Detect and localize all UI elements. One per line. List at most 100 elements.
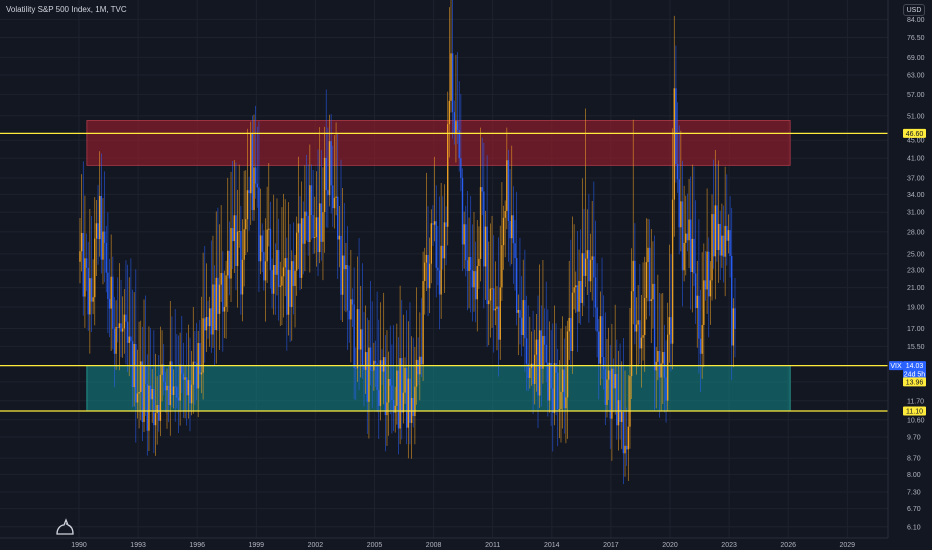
candle-body [281, 276, 283, 286]
candle-body [135, 343, 137, 403]
candle-body [622, 411, 625, 454]
price-tag-bg [889, 361, 903, 371]
candle-body [279, 285, 281, 287]
candle-body [714, 205, 717, 257]
candle-body [507, 160, 510, 221]
candle-body [596, 307, 598, 332]
candle-body [647, 247, 649, 263]
candle-body [699, 338, 702, 354]
candle-body [202, 318, 204, 373]
candle-body [427, 254, 429, 289]
candle-body [194, 361, 196, 364]
candle-body [676, 163, 679, 180]
candle-body [683, 242, 685, 271]
candle-body [87, 267, 89, 315]
candle-body [494, 308, 497, 311]
candle-body [131, 341, 134, 388]
price-tag-bg [903, 128, 926, 138]
candle-body [415, 359, 418, 387]
candle-body [588, 250, 590, 282]
candle-body [276, 250, 278, 275]
candle-body [719, 223, 721, 256]
candle-body [199, 343, 201, 375]
candle-body [392, 399, 395, 413]
time-axis[interactable]: 1990 1993 1996 1999 2002 2005 2008 2011 2014 2017… [71, 542, 855, 549]
candle-body [294, 270, 296, 286]
candle-body [696, 295, 698, 309]
candle-body [607, 370, 610, 380]
candle-body [548, 362, 551, 401]
candle-body [422, 281, 424, 365]
candle-body [94, 238, 96, 298]
y-tick-label: 17.00 [907, 326, 925, 333]
candle-body [584, 258, 587, 276]
candle-body [401, 358, 403, 413]
candle-body [630, 291, 633, 377]
candle-body [704, 280, 707, 290]
candle-body [113, 328, 116, 354]
candle-body [230, 228, 232, 279]
candle-body [473, 271, 475, 288]
candle-body [195, 363, 198, 389]
candle-body [338, 235, 341, 240]
y-tick-label: 11.70 [907, 398, 924, 405]
y-tick-label: 6.70 [907, 506, 921, 513]
candle-body [496, 306, 498, 309]
x-tick-label: 1999 [249, 542, 265, 549]
candle-body [557, 372, 559, 410]
horizontal-levels[interactable] [0, 132, 888, 412]
candle-body [318, 203, 321, 253]
candle-body [246, 190, 249, 220]
price-tag-label: 24d 5h [904, 371, 926, 378]
candle-body [261, 235, 263, 252]
y-tick-label: 45.00 [907, 138, 925, 145]
candle-body [558, 409, 561, 410]
candle-body [286, 258, 288, 315]
candle-body [691, 238, 694, 272]
candle-body [192, 361, 194, 385]
y-tick-label: 9.70 [907, 435, 921, 442]
candle-body [550, 362, 552, 389]
x-tick-label: 1990 [71, 542, 87, 549]
candle-body [397, 370, 400, 429]
candle-body [269, 228, 272, 271]
candle-body [146, 383, 148, 431]
candle-body [675, 88, 677, 164]
price-tag-label: 46.60 [906, 131, 924, 138]
candle-body [460, 158, 462, 178]
candle-body [560, 391, 562, 410]
candle-body [208, 308, 211, 327]
candle-body [391, 385, 393, 400]
candle-body [478, 258, 480, 267]
candle-body [295, 232, 298, 271]
candle-body [309, 185, 311, 243]
candle-body [273, 264, 275, 294]
candle-body [335, 196, 337, 198]
candle-body [190, 384, 193, 404]
candle-body [693, 238, 695, 274]
candle-body [253, 167, 255, 211]
candle-body [537, 339, 539, 396]
candle-body [282, 267, 285, 277]
tradingview-logo-icon[interactable] [54, 518, 76, 536]
candle-body [238, 230, 240, 232]
candle-body [565, 397, 567, 409]
candle-body [405, 367, 408, 428]
candle-body [568, 317, 570, 332]
candle-body [629, 376, 631, 427]
candle-body [236, 231, 239, 267]
candle-body [453, 112, 455, 134]
candle-body [207, 316, 209, 327]
candle-body [328, 141, 331, 196]
candle-body [384, 357, 387, 416]
candle-body [340, 235, 342, 295]
price-axis[interactable]: 84.00 76.50 69.00 63.00 57.00 51.00 45.00 41.00… [907, 17, 925, 531]
candle-body [182, 373, 185, 380]
candle-body [402, 392, 405, 413]
candle-body [126, 321, 129, 343]
candle-body [169, 361, 171, 406]
candle-body [468, 257, 470, 271]
currency-button[interactable]: USD [903, 4, 925, 16]
candle-body [121, 328, 124, 332]
